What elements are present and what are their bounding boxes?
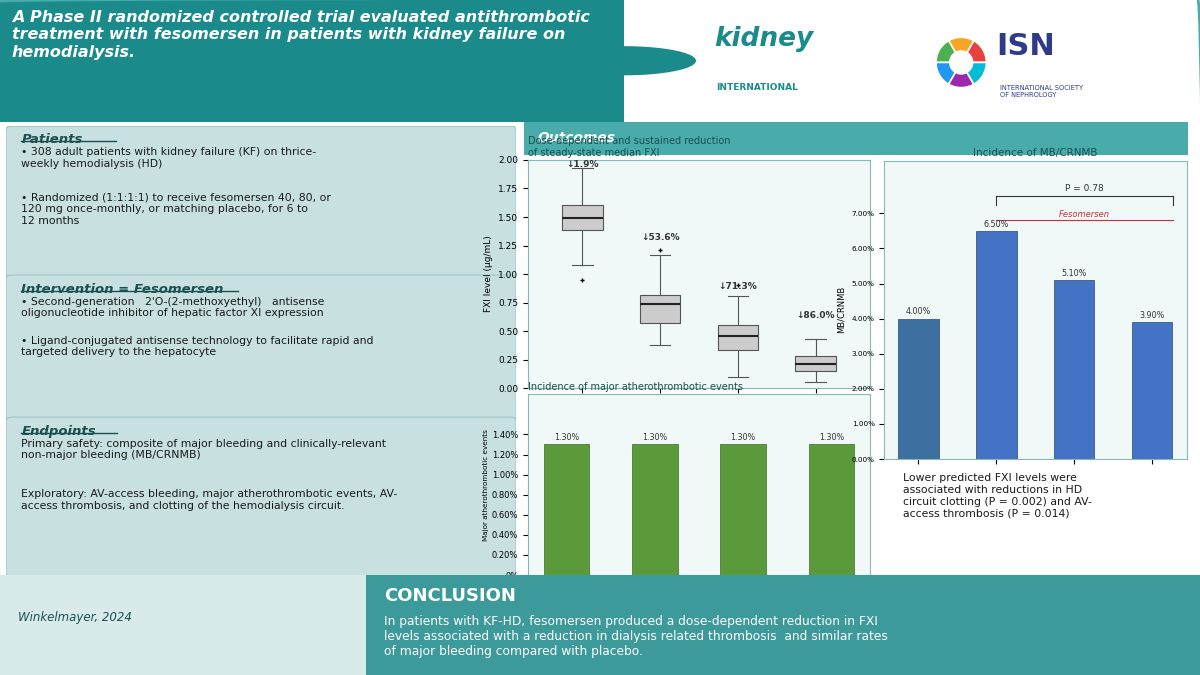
Text: Outcomes: Outcomes (538, 132, 616, 145)
Bar (976, 231, 1016, 459)
Text: Endpoints: Endpoints (22, 425, 96, 438)
Text: Incidence of major atherothrombotic events: Incidence of major atherothrombotic even… (528, 382, 743, 392)
PathPatch shape (718, 325, 758, 350)
FancyBboxPatch shape (1, 122, 521, 582)
Bar (1054, 280, 1094, 459)
Wedge shape (961, 63, 986, 84)
Text: CONCLUSION: CONCLUSION (384, 587, 516, 605)
Text: 3.90%: 3.90% (1139, 311, 1165, 320)
PathPatch shape (563, 205, 602, 230)
Text: Winkelmayer, 2024: Winkelmayer, 2024 (18, 611, 132, 624)
FancyBboxPatch shape (6, 417, 516, 577)
Text: ↓71.3%: ↓71.3% (719, 282, 757, 291)
Circle shape (949, 51, 973, 74)
PathPatch shape (640, 295, 680, 323)
FancyBboxPatch shape (6, 126, 516, 277)
Text: INTERNATIONAL SOCIETY
OF NEPHROLOGY: INTERNATIONAL SOCIETY OF NEPHROLOGY (1000, 84, 1082, 98)
Text: A Phase II randomized controlled trial evaluated antithrombotic
treatment with f: A Phase II randomized controlled trial e… (12, 9, 590, 59)
X-axis label: Fesomersen dose: Fesomersen dose (660, 412, 738, 421)
Text: 4.00%: 4.00% (906, 308, 931, 317)
Wedge shape (949, 63, 974, 88)
Text: Fesomersen: Fesomersen (1060, 209, 1110, 219)
Wedge shape (936, 40, 961, 63)
FancyBboxPatch shape (0, 0, 624, 122)
Text: 6.50%: 6.50% (984, 220, 1009, 229)
Title: Incidence of MB/CRNMB: Incidence of MB/CRNMB (973, 148, 1098, 159)
FancyBboxPatch shape (366, 575, 1200, 675)
Wedge shape (961, 40, 986, 63)
Wedge shape (949, 37, 974, 63)
Text: Lower predicted FXI levels were
associated with reductions in HD
circuit clottin: Lower predicted FXI levels were associat… (902, 473, 1092, 518)
Bar (898, 319, 938, 459)
Text: ISN: ISN (996, 32, 1055, 61)
Wedge shape (936, 63, 961, 84)
FancyBboxPatch shape (881, 464, 1190, 576)
FancyBboxPatch shape (0, 575, 366, 675)
Text: 1.30%: 1.30% (554, 433, 580, 442)
Text: 5.10%: 5.10% (1062, 269, 1087, 278)
FancyBboxPatch shape (0, 0, 1200, 122)
X-axis label: Fesomersen dose: Fesomersen dose (660, 599, 738, 608)
Text: Primary safety: composite of major bleeding and clinically-relevant
non-major bl: Primary safety: composite of major bleed… (22, 439, 386, 460)
Text: ↓1.9%: ↓1.9% (566, 160, 599, 169)
X-axis label: Fesomersen dose: Fesomersen dose (996, 483, 1075, 492)
PathPatch shape (796, 356, 835, 371)
Bar (720, 444, 766, 575)
Bar (1132, 322, 1172, 459)
Y-axis label: FXI level (μg/mL): FXI level (μg/mL) (484, 236, 492, 313)
FancyBboxPatch shape (517, 122, 1195, 156)
Text: 1.30%: 1.30% (642, 433, 667, 442)
Text: Exploratory: AV-access bleeding, major atherothrombotic events, AV-
access throm: Exploratory: AV-access bleeding, major a… (22, 489, 397, 511)
Text: • Second-generation   2'O-(2-methoxyethyl)   antisense
oligonucleotide inhibitor: • Second-generation 2'O-(2-methoxyethyl)… (22, 297, 325, 319)
Y-axis label: MB/CRNMB: MB/CRNMB (838, 286, 846, 333)
Text: Dose-dependent and sustained reduction
of steady-state median FXI: Dose-dependent and sustained reduction o… (528, 136, 731, 158)
Text: INTERNATIONAL: INTERNATIONAL (716, 83, 798, 92)
Y-axis label: Major atherothrombotic events: Major atherothrombotic events (484, 429, 490, 541)
Text: ↓53.6%: ↓53.6% (641, 233, 679, 242)
Text: In patients with KF-HD, fesomersen produced a dose-dependent reduction in FXI
le: In patients with KF-HD, fesomersen produ… (384, 615, 888, 658)
Bar (809, 444, 854, 575)
Text: Patients: Patients (22, 134, 83, 146)
Text: kidney: kidney (714, 26, 814, 52)
Text: P = 0.78: P = 0.78 (1066, 184, 1104, 193)
FancyBboxPatch shape (6, 275, 516, 422)
Text: • Randomized (1:1:1:1) to receive fesomersen 40, 80, or
120 mg once-monthly, or : • Randomized (1:1:1:1) to receive fesome… (22, 192, 331, 225)
Text: 1.30%: 1.30% (731, 433, 756, 442)
Text: • 308 adult patients with kidney failure (KF) on thrice-
weekly hemodialysis (HD: • 308 adult patients with kidney failure… (22, 147, 317, 169)
Bar (632, 444, 678, 575)
Text: • Ligand-conjugated antisense technology to facilitate rapid and
targeted delive: • Ligand-conjugated antisense technology… (22, 336, 374, 358)
Polygon shape (624, 0, 696, 122)
Text: ↓86.0%: ↓86.0% (797, 310, 835, 320)
Text: 1.30%: 1.30% (818, 433, 844, 442)
Bar (544, 444, 589, 575)
Text: Intervention = Fesomersen: Intervention = Fesomersen (22, 283, 223, 296)
